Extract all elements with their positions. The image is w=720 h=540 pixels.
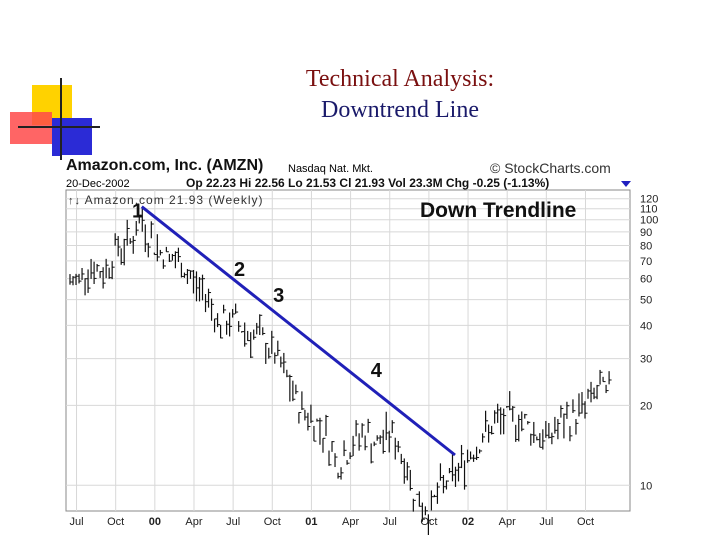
- chart-company: Amazon.com, Inc. (AMZN): [66, 157, 264, 174]
- x-tick-label: Oct: [107, 516, 124, 528]
- y-tick-label: 120: [640, 194, 658, 206]
- x-tick-label: Jul: [539, 516, 553, 528]
- y-tick-label: 80: [640, 240, 652, 252]
- slide-title-line1: Technical Analysis:: [305, 66, 495, 92]
- x-tick-label: 02: [462, 516, 474, 528]
- x-tick-label: 01: [305, 516, 317, 528]
- x-tick-label: Apr: [342, 516, 359, 528]
- chart-annotation: Down Trendline: [420, 199, 577, 222]
- touch-point-label: 4: [371, 360, 383, 382]
- x-tick-label: Oct: [264, 516, 281, 528]
- touch-point-label: 3: [273, 285, 284, 307]
- y-tick-label: 70: [640, 256, 652, 268]
- x-tick-label: Oct: [420, 516, 437, 528]
- accent-blue-square: [52, 118, 92, 156]
- dropdown-icon[interactable]: [621, 181, 631, 187]
- accent-vertical-line: [60, 78, 62, 160]
- x-tick-label: 00: [149, 516, 161, 528]
- x-tick-label: Apr: [499, 516, 516, 528]
- chart-source: © StockCharts.com: [490, 160, 611, 176]
- chart-quote: Op 22.23 Hi 22.56 Lo 21.53 Cl 21.93 Vol …: [186, 176, 550, 190]
- touch-point-label: 2: [234, 259, 245, 281]
- y-tick-label: 110: [640, 204, 658, 216]
- stock-chart: Amazon.com, Inc. (AMZN) Nasdaq Nat. Mkt.…: [62, 155, 662, 535]
- series-label-text: Amazon.com 21.93 (Weekly): [84, 193, 264, 207]
- x-tick-label: Jul: [383, 516, 397, 528]
- y-tick-label: 100: [640, 215, 658, 227]
- x-tick-label: Jul: [69, 516, 83, 528]
- y-tick-label: 60: [640, 274, 652, 286]
- x-tick-label: Jul: [226, 516, 240, 528]
- y-tick-label: 20: [640, 400, 652, 412]
- x-tick-label: Apr: [185, 516, 202, 528]
- x-tick-label: Oct: [577, 516, 594, 528]
- accent-horizontal-line: [18, 126, 100, 128]
- series-label: ↑↓ Amazon.com 21.93 (Weekly): [68, 193, 264, 207]
- chart-exchange: Nasdaq Nat. Mkt.: [288, 163, 373, 175]
- series-legend-icon: ↑↓: [68, 195, 81, 207]
- y-tick-label: 90: [640, 227, 652, 239]
- y-tick-label: 30: [640, 354, 652, 366]
- slide-title: Technical Analysis: Downtrend Line: [230, 64, 570, 126]
- y-tick-label: 10: [640, 480, 652, 492]
- plot-area: [65, 189, 631, 512]
- y-tick-label: 50: [640, 295, 652, 307]
- y-tick-label: 40: [640, 320, 652, 332]
- touch-point-label: 1: [132, 201, 143, 223]
- downtrend-line: [140, 205, 456, 457]
- slide-title-line2: Downtrend Line: [321, 97, 479, 123]
- accent-red-square: [10, 112, 52, 144]
- chart-date: 20-Dec-2002: [66, 178, 130, 190]
